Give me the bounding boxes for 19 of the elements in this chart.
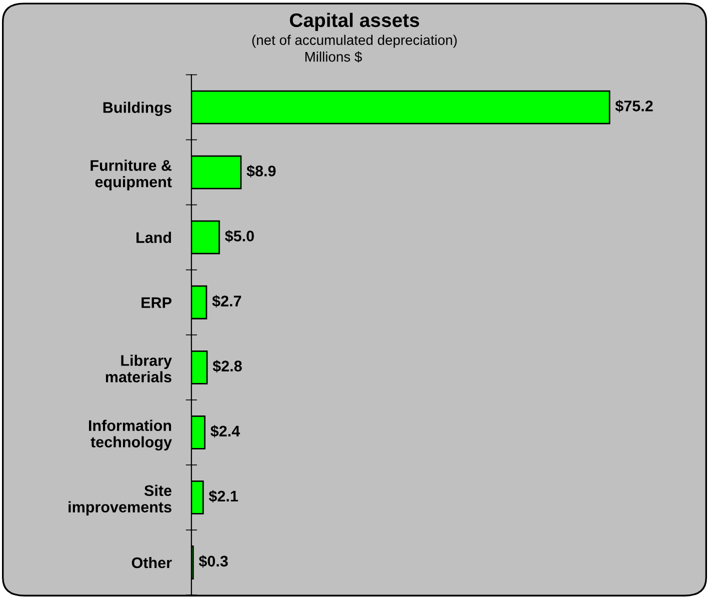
text: Millions $: [305, 51, 362, 63]
data-label: $5.0: [224, 230, 254, 242]
data-label: $8.9: [246, 164, 276, 178]
data-label: $0.3: [198, 555, 228, 568]
y-tick-label: ERP: [142, 297, 172, 308]
data-label: $75.2: [615, 100, 653, 112]
data-label: $2.4: [210, 425, 240, 438]
y-tick-label: Library materials: [106, 354, 172, 382]
data-label: $2.8: [212, 360, 242, 372]
data-label: $2.7: [212, 294, 242, 308]
chart-title: Capital assets: [290, 12, 420, 31]
y-tick-label: Furniture & equipment: [90, 160, 172, 190]
chart-subtitle: (net of accumulated depreciation): [252, 34, 457, 48]
y-tick-label: Land: [136, 232, 171, 244]
y-tick-label: Other: [132, 556, 172, 568]
y-tick-label: Site improvements: [68, 484, 172, 516]
y-tick-label: Information technology: [88, 420, 172, 451]
data-label: $2.1: [208, 490, 238, 503]
y-tick-label: Buildings: [103, 102, 172, 116]
